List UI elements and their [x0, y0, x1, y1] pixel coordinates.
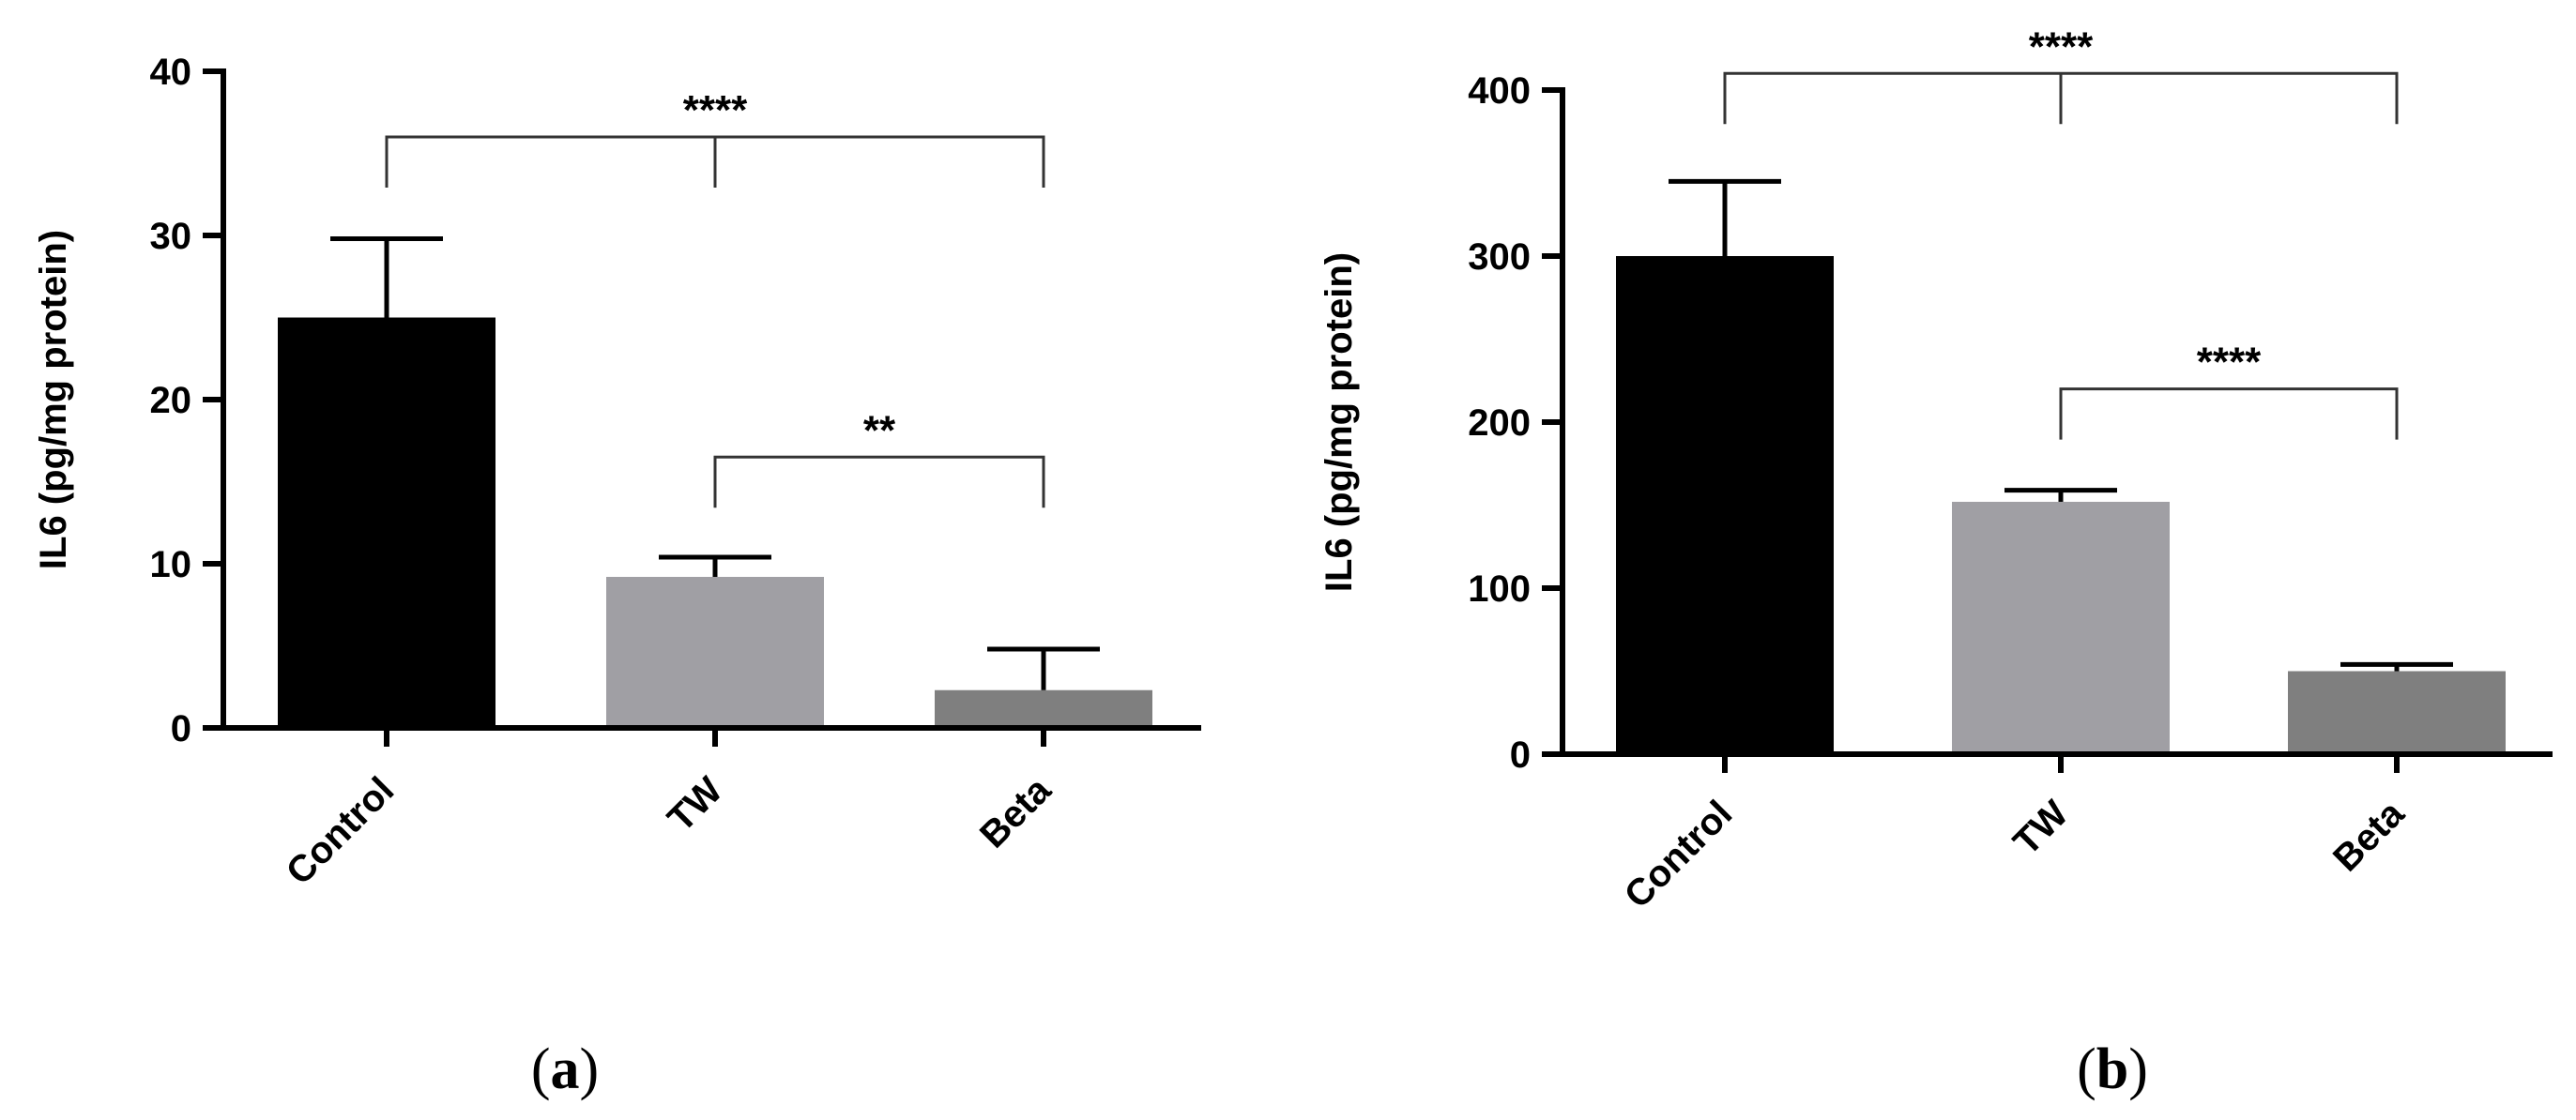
chart-a-bar-beta — [935, 689, 1152, 728]
chart-a-y-tick-label: 30 — [150, 216, 192, 257]
chart-a-y-tick-label: 0 — [171, 708, 191, 749]
chart-a-y-tick-label: 10 — [150, 544, 192, 585]
chart-a-significance-bracket — [385, 135, 1045, 188]
chart-a-significance-label: **** — [683, 87, 748, 133]
chart-a-y-tick-label: 20 — [150, 380, 192, 421]
chart-b: 0 100 200 300 400 Control TW Beta IL6 (pg/mg pro… — [1318, 23, 2553, 1101]
chart-a-significance-label: ** — [863, 407, 896, 453]
chart-a-category-label: Beta — [972, 769, 1059, 856]
chart-b-y-tick-label: 100 — [1468, 568, 1531, 610]
chart-a-bar-tw — [606, 577, 824, 728]
chart-b-y-axis-title: IL6 (pg/mg protein) — [1318, 252, 1360, 592]
chart-b-significance-bracket — [1723, 71, 2399, 125]
chart-b-significance-label: **** — [2029, 23, 2094, 69]
chart-a-bar-control — [278, 317, 495, 728]
chart-b-bar-beta — [2288, 671, 2506, 754]
chart-b-significance-bracket — [2059, 387, 2399, 440]
chart-a-y-tick-label: 40 — [150, 52, 192, 93]
chart-b-category-label: TW — [2005, 793, 2076, 863]
chart-b-y-tick-label: 300 — [1468, 236, 1531, 278]
chart-b-y-tick-label: 200 — [1468, 402, 1531, 444]
chart-b-category-label: Beta — [2325, 793, 2413, 880]
chart-b-bar-tw — [1952, 501, 2170, 754]
chart-a-panel-label: (a) — [531, 1037, 599, 1101]
chart-b-category-label: Control — [1617, 793, 1741, 916]
chart-a-significance-bracket — [713, 455, 1045, 508]
chart-a-category-label: Control — [279, 769, 403, 893]
chart-b-bar-control — [1616, 256, 1834, 754]
chart-b-panel-label: (b) — [2077, 1037, 2148, 1101]
chart-a: 0 10 20 30 40 Control TW Beta IL6 (pg/mg protein… — [33, 52, 1201, 1101]
chart-a-y-axis-title: IL6 (pg/mg protein) — [33, 230, 74, 569]
chart-b-y-tick-label: 0 — [1510, 734, 1531, 776]
chart-a-category-label: TW — [660, 769, 730, 840]
chart-b-y-tick-label: 400 — [1468, 70, 1531, 112]
chart-b-significance-label: **** — [2197, 340, 2262, 386]
